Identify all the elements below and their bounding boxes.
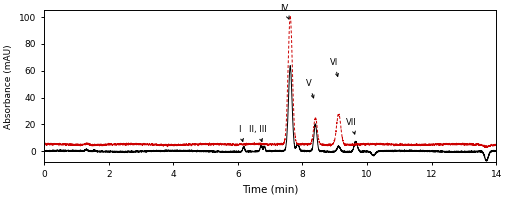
X-axis label: Time (min): Time (min) (241, 185, 298, 195)
Text: IV: IV (280, 4, 288, 19)
Text: I: I (238, 125, 243, 141)
Text: VII: VII (345, 118, 356, 134)
Text: V: V (306, 79, 314, 98)
Y-axis label: Absorbance (mAU): Absorbance (mAU) (4, 44, 13, 129)
Text: VI: VI (329, 58, 338, 76)
Text: II, III: II, III (248, 125, 266, 141)
